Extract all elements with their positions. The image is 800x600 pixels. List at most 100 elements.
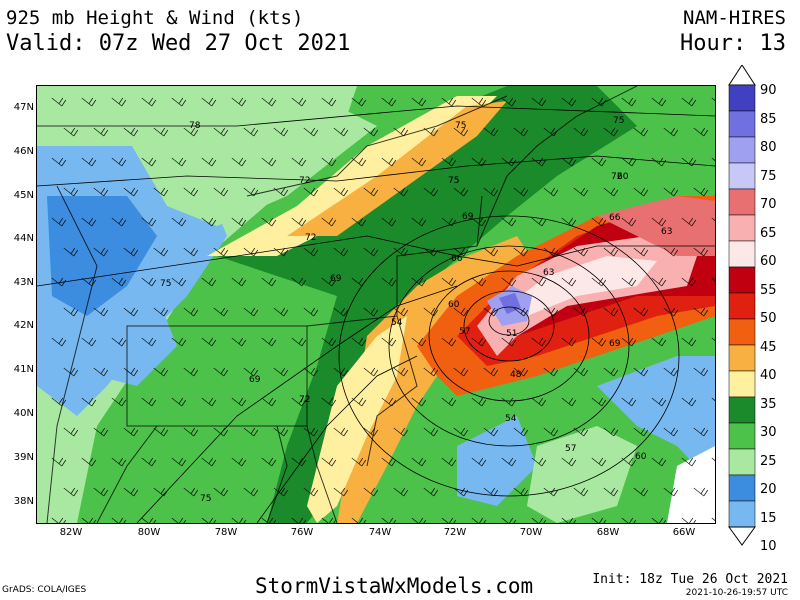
wind-barb <box>591 97 607 107</box>
wind-barb <box>63 187 79 197</box>
lon-label: 74W <box>368 527 392 538</box>
blue-zone-central <box>97 296 177 386</box>
wind-barb <box>333 427 349 437</box>
lat-label: 45N <box>13 190 34 201</box>
lon-label: 78W <box>214 527 238 538</box>
wind-barb <box>123 487 139 497</box>
colorbar-label: 80 <box>760 140 777 155</box>
wind-barb <box>351 457 367 467</box>
wind-barb <box>291 277 307 287</box>
wind-barb <box>621 217 637 227</box>
wind-barb <box>273 187 289 197</box>
wind-barb <box>363 307 379 317</box>
wind-barb <box>573 427 589 437</box>
ocean-blue-2 <box>457 416 537 506</box>
colorbar-label: 40 <box>760 368 777 383</box>
wind-barb <box>471 277 487 287</box>
wind-barb <box>411 217 427 227</box>
wind-barb <box>531 157 547 167</box>
wind-barb <box>213 487 229 497</box>
wind-barb <box>321 397 337 407</box>
wind-barb <box>333 127 349 137</box>
wind-barb <box>573 247 589 257</box>
wind-barb <box>81 517 97 523</box>
wind-barb <box>201 217 217 227</box>
colorbar-label: 15 <box>760 510 777 526</box>
colorbar-swatch <box>728 474 756 502</box>
wind-barb <box>363 487 379 497</box>
wind-barb <box>561 457 577 467</box>
wind-barb <box>423 127 439 137</box>
wind-barb <box>471 217 487 227</box>
wind-barb <box>453 427 469 437</box>
wind-barb <box>441 337 457 347</box>
wind-barb <box>501 217 517 227</box>
wind-barb <box>261 97 277 107</box>
wind-barb <box>603 127 619 137</box>
wind-barb <box>51 397 67 407</box>
valid-time: Valid: 07z Wed 27 Oct 2021 <box>6 31 351 56</box>
wind-barb <box>213 127 229 137</box>
wind-barb <box>231 337 247 347</box>
wind-barb <box>51 517 67 523</box>
wind-barb <box>423 307 439 317</box>
wind-barb <box>63 307 79 317</box>
wind-barb <box>213 427 229 437</box>
wind-barb <box>651 277 667 287</box>
wind-barb <box>333 247 349 257</box>
wind-barb <box>93 307 109 317</box>
wind-barb <box>381 397 397 407</box>
wind-barb <box>441 157 457 167</box>
wind-barb <box>603 427 619 437</box>
wind-barb <box>111 217 127 227</box>
wind-barb <box>483 127 499 137</box>
wind-barb <box>621 277 637 287</box>
wind-barb <box>483 427 499 437</box>
wind-barb <box>111 97 127 107</box>
colorbar-swatch <box>728 240 756 268</box>
wind-barb <box>243 427 259 437</box>
wind-barb <box>681 517 697 523</box>
colorbar-swatch <box>728 292 756 320</box>
blue-zone-west-dark <box>47 196 157 316</box>
colorbar-label: 90 <box>760 83 777 98</box>
lon-label: 66W <box>672 527 696 538</box>
timestamp: 2021-10-26-19:57 UTC <box>685 588 788 598</box>
wind-barb <box>261 337 277 347</box>
wind-barb <box>201 517 217 523</box>
colorbar-label: 10 <box>760 539 777 554</box>
wind-barb <box>123 367 139 377</box>
wind-barb <box>561 157 577 167</box>
wind-barb <box>453 487 469 497</box>
height-contours <box>37 105 715 523</box>
wind-barb <box>291 397 307 407</box>
wind-barb <box>321 517 337 523</box>
wind-barb <box>381 457 397 467</box>
wind-barb <box>243 187 259 197</box>
wind-barb <box>153 187 169 197</box>
wind-barb <box>663 247 679 257</box>
lat-label: 43N <box>13 277 34 288</box>
wind-barb <box>543 367 559 377</box>
wind-barb <box>231 517 247 523</box>
wind-barb <box>231 97 247 107</box>
wind-barb <box>573 367 589 377</box>
wind-barb <box>291 157 307 167</box>
wind-barb <box>171 517 187 523</box>
wind-barb <box>711 457 715 462</box>
wind-barb <box>363 127 379 137</box>
wind-barb <box>573 127 589 137</box>
wind-barb <box>111 457 127 467</box>
wind-barb <box>681 337 697 347</box>
wind-barb <box>303 427 319 437</box>
lon-label: 68W <box>596 527 620 538</box>
contour-label: 75 <box>200 494 212 504</box>
wind-barb <box>351 157 367 167</box>
wind-barb <box>153 367 169 377</box>
blue-core <box>499 293 521 314</box>
wind-barb <box>333 187 349 197</box>
wind-barb <box>141 517 157 523</box>
wind-barb <box>561 337 577 347</box>
wind-barb <box>501 277 517 287</box>
colorbar-swatch <box>728 214 756 242</box>
